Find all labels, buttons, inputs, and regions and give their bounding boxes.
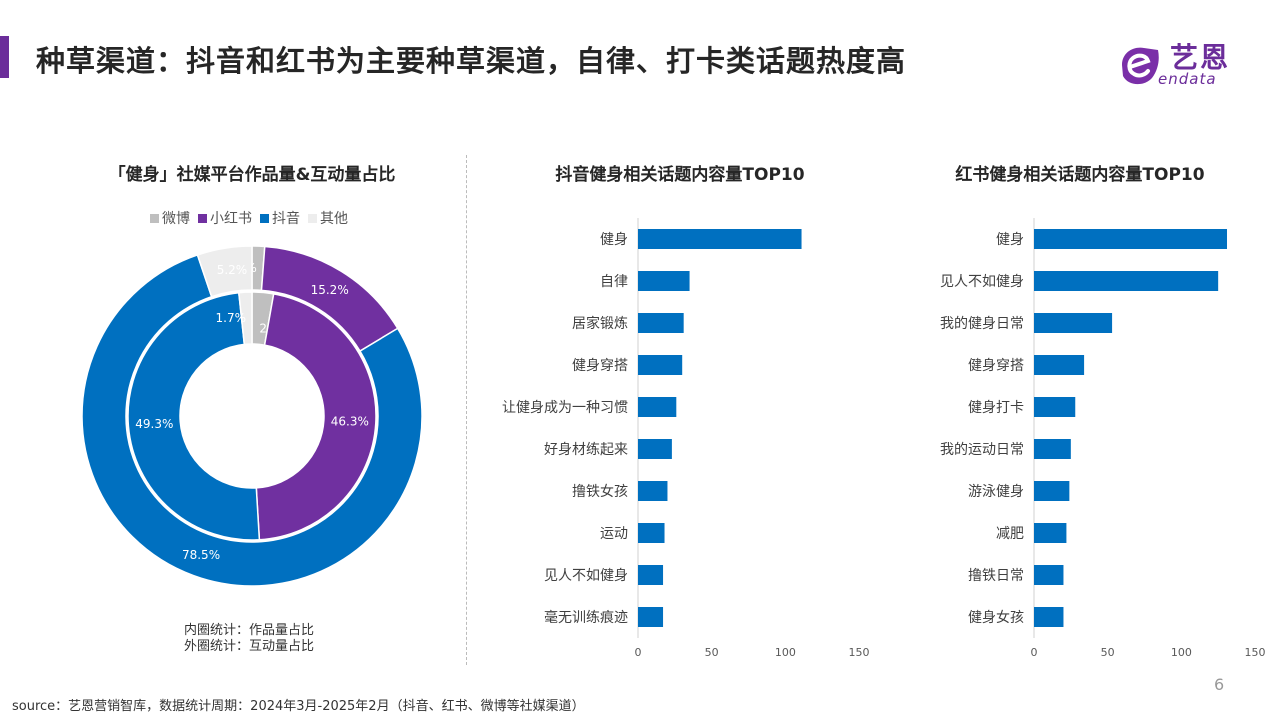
douyin-bar [638,271,690,291]
xiaohongshu-category-label: 减肥 [996,526,1024,542]
xiaohongshu-category-label: 我的健身日常 [940,316,1024,332]
xiaohongshu-category-label: 游泳健身 [968,484,1024,500]
douyin-category-label: 撸铁女孩 [572,483,628,500]
legend-item-other: 其他 [308,208,348,228]
xiaohongshu-bar [1034,439,1071,459]
xiaohongshu-category-label: 健身女孩 [968,609,1024,626]
douyin-category-label: 居家锻炼 [572,315,628,332]
xiaohongshu-bar [1034,229,1228,249]
douyin-category-label: 让健身成为一种习惯 [502,399,628,416]
douyin-chart-title: 抖音健身相关话题内容量TOP10 [555,165,805,185]
section-divider [466,155,467,665]
inner-slice-xiaohongshu [255,293,377,541]
outer-ring-note: 外圈统计：互动量占比 [184,639,315,654]
xiaohongshu-tick-label: 0 [1031,646,1038,659]
xiaohongshu-category-label: 健身穿搭 [968,358,1024,374]
douyin-bar [638,565,664,585]
xiaohongshu-tick-label: 150 [1245,646,1266,659]
xiaohongshu-bar [1034,313,1113,333]
xiaohongshu-chart-title: 红书健身相关话题内容量TOP10 [955,165,1205,185]
logo-text-en: endata [1158,70,1217,88]
inner-ring-note: 内圈统计：作品量占比 [184,623,315,638]
douyin-category-label: 运动 [600,526,628,542]
douyin-bar-chart: 健身自律居家锻炼健身穿搭让健身成为一种习惯好身材练起来撸铁女孩运动见人不如健身毫… [502,218,870,659]
douyin-category-label: 毫无训练痕迹 [544,609,628,626]
donut-chart: 2.8%46.3%49.3%1.7%1.2%15.2%78.5%5.2% [81,245,423,587]
endata-logo-mark [1122,47,1159,85]
douyin-bar [638,439,672,459]
xiaohongshu-category-label: 撸铁日常 [968,568,1024,584]
douyin-tick-label: 150 [849,646,870,659]
douyin-bar [638,397,677,417]
douyin-category-label: 健身穿搭 [572,358,628,374]
title-accent-bar [0,36,9,78]
legend-item-xiaohongshu: 小红书 [198,208,252,228]
page-title: 种草渠道：抖音和红书为主要种草渠道，自律、打卡类话题热度高 [36,44,907,78]
xiaohongshu-category-label: 健身 [996,232,1024,248]
douyin-category-label: 自律 [600,274,628,290]
douyin-tick-label: 0 [635,646,642,659]
inner-slice-douyin [127,291,261,541]
legend-item-douyin: 抖音 [260,208,300,228]
xiaohongshu-bar [1034,481,1070,501]
douyin-bar [638,355,683,375]
inner-label-douyin: 49.3% [135,417,173,431]
xiaohongshu-bar [1034,565,1064,585]
inner-label-xiaohongshu: 46.3% [331,415,369,429]
xiaohongshu-bar [1034,607,1064,627]
xiaohongshu-bar [1034,397,1076,417]
douyin-category-label: 见人不如健身 [544,568,628,584]
outer-label-douyin: 78.5% [182,548,220,562]
xiaohongshu-bar-chart: 健身见人不如健身我的健身日常健身穿搭健身打卡我的运动日常游泳健身减肥撸铁日常健身… [940,218,1266,659]
legend-item-weibo: 微博 [150,208,190,228]
xiaohongshu-tick-label: 100 [1171,646,1192,659]
douyin-bar [638,607,664,627]
outer-slice-other [196,245,253,298]
outer-slice-douyin [81,254,423,587]
douyin-tick-label: 50 [705,646,719,659]
donut-chart-title: 「健身」社媒平台作品量&互动量占比 [108,165,396,185]
douyin-bar [638,313,684,333]
douyin-bar [638,481,668,501]
douyin-category-label: 好身材练起来 [544,442,628,458]
douyin-bar [638,229,802,249]
xiaohongshu-bar [1034,523,1067,543]
xiaohongshu-category-label: 见人不如健身 [940,274,1024,290]
inner-slice-other [237,291,253,346]
xiaohongshu-category-label: 健身打卡 [968,399,1024,416]
logo-text-cn: 艺恩 [1170,41,1231,74]
outer-label-xiaohongshu: 15.2% [311,283,349,297]
douyin-bar [638,523,665,543]
outer-label-other: 5.2% [217,263,248,277]
xiaohongshu-tick-label: 50 [1101,646,1115,659]
douyin-tick-label: 100 [775,646,796,659]
donut-legend: 微博 小红书 抖音 其他 [150,208,348,228]
page-number: 6 [1214,675,1225,694]
inner-label-other: 1.7% [216,311,247,325]
xiaohongshu-category-label: 我的运动日常 [940,442,1024,458]
endata-logo: 艺恩 endata [1114,38,1244,90]
douyin-category-label: 健身 [600,232,628,248]
xiaohongshu-bar [1034,271,1219,291]
source-note: source：艺恩营销智库，数据统计周期：2024年3月-2025年2月（抖音、… [12,699,585,714]
xiaohongshu-bar [1034,355,1085,375]
